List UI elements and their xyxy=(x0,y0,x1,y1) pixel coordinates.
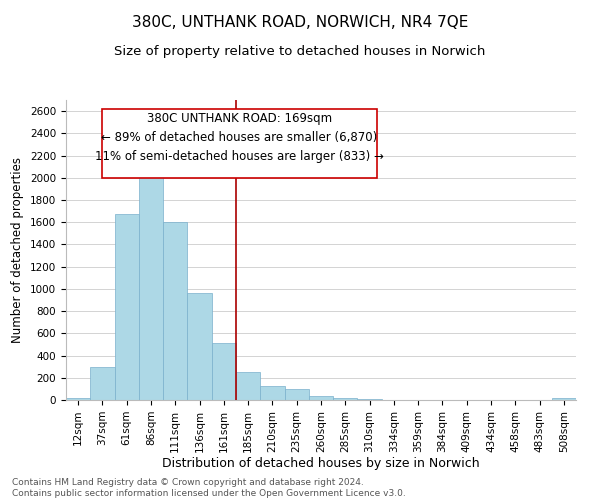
Bar xyxy=(163,222,187,400)
Bar xyxy=(66,398,90,400)
Text: Size of property relative to detached houses in Norwich: Size of property relative to detached ho… xyxy=(115,45,485,58)
Bar xyxy=(236,372,260,400)
Bar xyxy=(212,344,236,400)
Text: 380C, UNTHANK ROAD, NORWICH, NR4 7QE: 380C, UNTHANK ROAD, NORWICH, NR4 7QE xyxy=(132,15,468,30)
Bar xyxy=(260,386,284,400)
Bar xyxy=(115,214,139,400)
Text: Contains HM Land Registry data © Crown copyright and database right 2024.
Contai: Contains HM Land Registry data © Crown c… xyxy=(12,478,406,498)
Bar xyxy=(333,398,358,400)
Y-axis label: Number of detached properties: Number of detached properties xyxy=(11,157,25,343)
Bar xyxy=(187,294,212,400)
Bar xyxy=(90,366,115,400)
X-axis label: Distribution of detached houses by size in Norwich: Distribution of detached houses by size … xyxy=(162,458,480,470)
FancyBboxPatch shape xyxy=(102,109,377,178)
Bar xyxy=(139,164,163,400)
Text: 380C UNTHANK ROAD: 169sqm
← 89% of detached houses are smaller (6,870)
11% of se: 380C UNTHANK ROAD: 169sqm ← 89% of detac… xyxy=(95,112,384,163)
Bar xyxy=(284,389,309,400)
Bar xyxy=(552,398,576,400)
Bar xyxy=(309,396,333,400)
